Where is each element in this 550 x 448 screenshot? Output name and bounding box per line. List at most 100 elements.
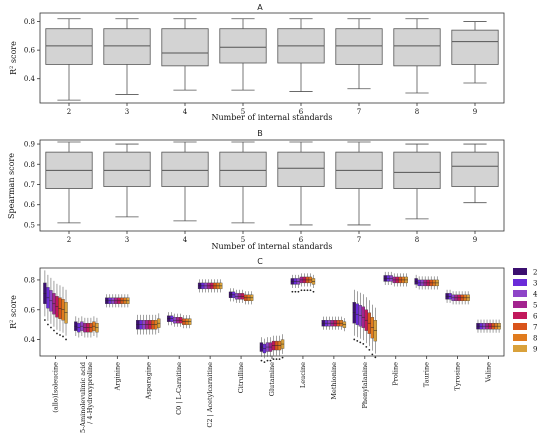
y-tick-label: 0.6 — [24, 306, 36, 314]
box-6 — [277, 141, 325, 226]
outlier — [303, 289, 306, 292]
category-label: Glutamine — [268, 362, 276, 396]
x-tick-label: 7 — [357, 236, 361, 244]
category-label: Arginine — [113, 362, 121, 391]
group-0 — [43, 270, 68, 341]
group-10 — [352, 289, 378, 359]
group-7 — [259, 334, 285, 364]
outlier — [260, 359, 263, 362]
panel-b-xlabel: Number of internal standards — [212, 242, 333, 251]
outlier — [359, 341, 362, 344]
y-tick-label: 0.8 — [24, 161, 35, 169]
legend-swatch-4 — [513, 290, 527, 297]
outlier — [312, 290, 315, 293]
box-8 — [393, 18, 441, 94]
category-label: Tyrosine — [454, 362, 462, 391]
outlier — [263, 361, 266, 364]
box-7 — [335, 141, 383, 226]
box-iqr — [393, 28, 441, 67]
outlier — [353, 338, 356, 341]
x-tick-label: 5 — [241, 108, 245, 116]
box-9 — [451, 21, 499, 84]
box-6 — [277, 18, 325, 92]
box-5 — [219, 18, 267, 91]
group-4 — [166, 312, 192, 329]
category-label: C2 | Acetylcarnitine — [206, 362, 214, 428]
y-tick-label: 0.4 — [24, 75, 36, 83]
category-label: (allo)Isoleucine — [51, 362, 59, 413]
category-label: Asparagine — [144, 362, 152, 400]
box-7 — [335, 18, 383, 90]
y-tick-label: 0.6 — [24, 201, 36, 209]
category-label: C0 | L-Carnitine — [175, 362, 183, 415]
outlier — [275, 358, 278, 361]
legend-label: 3 — [533, 280, 537, 288]
outlier — [56, 332, 58, 335]
group-9 — [321, 316, 347, 332]
box-iqr — [103, 28, 151, 65]
panel-c-letter: C — [257, 257, 263, 266]
group-14 — [476, 319, 501, 333]
box-iqr — [219, 151, 267, 187]
group-1 — [74, 316, 99, 338]
box-4 — [161, 141, 209, 222]
panel-c-ylabel: R2 score — [9, 295, 18, 329]
panel-a-xlabel: Number of internal standards — [212, 113, 333, 122]
panel-a-frame — [39, 12, 505, 104]
y-tick-label: 0.9 — [24, 141, 35, 149]
outlier — [59, 334, 61, 336]
y-tick-label: 0.7 — [24, 181, 35, 189]
x-tick-label: 7 — [357, 108, 361, 116]
outlier — [272, 358, 275, 361]
legend-label: 2 — [533, 269, 537, 277]
box-iqr — [393, 151, 441, 189]
outlier — [291, 290, 294, 293]
y-tick-label: 0.8 — [24, 276, 35, 284]
outlier — [44, 319, 46, 321]
category-label: Proline — [392, 362, 400, 386]
outlier — [356, 340, 359, 342]
outlier — [297, 290, 300, 293]
box-iqr — [161, 151, 209, 187]
panel-b-frame — [39, 139, 505, 232]
y-tick-label: 0.6 — [24, 47, 36, 55]
outlier — [269, 359, 272, 362]
x-tick-label: 8 — [415, 236, 419, 244]
legend-swatch-9 — [513, 345, 527, 352]
group-2 — [105, 294, 130, 308]
outlier — [53, 329, 55, 332]
box-2 — [45, 18, 93, 101]
legend-label: 9 — [533, 346, 537, 354]
outlier — [365, 346, 368, 348]
legend-swatch-3 — [513, 279, 527, 286]
box-iqr — [451, 29, 499, 65]
box-iqr — [277, 151, 325, 187]
box-4 — [161, 18, 209, 91]
legend-label: 6 — [533, 313, 538, 321]
box-iqr — [335, 28, 383, 65]
x-tick-label: 9 — [473, 236, 477, 244]
box-9 — [451, 143, 499, 204]
outlier — [281, 356, 284, 359]
box-3 — [103, 18, 151, 95]
outlier — [294, 290, 297, 293]
x-tick-label: 3 — [125, 236, 129, 244]
box-8 — [393, 143, 441, 220]
panel-b: B 0.5 0.6 0.7 0.8 0.9 2 3 4 5 6 7 8 9 Number of int… — [7, 129, 505, 251]
category-label: Taurine — [423, 362, 431, 387]
box-2 — [45, 141, 93, 224]
outlier — [374, 356, 377, 359]
x-tick-label: 4 — [183, 108, 188, 116]
panel-a-ylabel: R2 score — [9, 41, 18, 75]
panel-a-letter: A — [257, 3, 263, 12]
group-5 — [197, 279, 223, 293]
group-3 — [136, 313, 161, 335]
legend-swatch-7 — [513, 323, 527, 330]
category-label: Phenylalanine — [361, 362, 369, 409]
category-label: Leucine — [299, 362, 307, 388]
legend-swatch-5 — [513, 301, 527, 308]
outlier — [300, 289, 303, 292]
category-label: Citrulline — [237, 362, 245, 393]
legend-label: 8 — [533, 335, 537, 343]
